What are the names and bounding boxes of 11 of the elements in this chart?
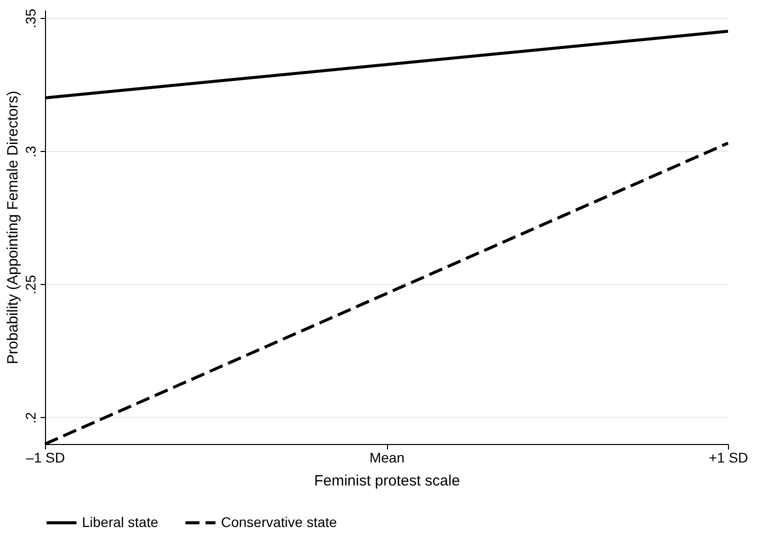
y-tick-label: .2 <box>22 412 38 424</box>
x-tick-label: Mean <box>369 450 405 466</box>
y-axis-title: Probability (Appointing Female Directors) <box>4 90 22 364</box>
y-tick-label: .3 <box>22 146 38 158</box>
x-axis-title: Feminist protest scale <box>314 472 460 490</box>
y-tick-label: .35 <box>22 8 38 28</box>
legend-label: Liberal state <box>82 514 158 530</box>
x-tick-label: +1 SD <box>708 450 748 466</box>
legend-label: Conservative state <box>221 514 338 530</box>
x-tick-label: –1 SD <box>26 450 65 466</box>
y-tick-label: .25 <box>22 274 38 294</box>
